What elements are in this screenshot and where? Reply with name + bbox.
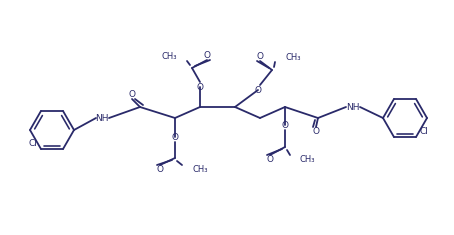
Text: O: O [157, 165, 163, 175]
Text: Cl: Cl [419, 127, 429, 136]
Text: NH: NH [95, 114, 109, 122]
Text: O: O [128, 90, 135, 98]
Text: O: O [203, 51, 211, 59]
Text: O: O [312, 128, 320, 137]
Text: NH: NH [346, 102, 360, 111]
Text: O: O [257, 51, 263, 60]
Text: O: O [266, 156, 273, 164]
Text: O: O [172, 133, 178, 141]
Text: O: O [197, 82, 203, 91]
Text: CH₃: CH₃ [285, 52, 301, 62]
Text: O: O [281, 121, 288, 129]
Text: Cl: Cl [29, 139, 37, 148]
Text: CH₃: CH₃ [162, 51, 177, 60]
Text: CH₃: CH₃ [300, 156, 316, 164]
Text: O: O [255, 86, 262, 94]
Text: CH₃: CH₃ [192, 165, 207, 175]
